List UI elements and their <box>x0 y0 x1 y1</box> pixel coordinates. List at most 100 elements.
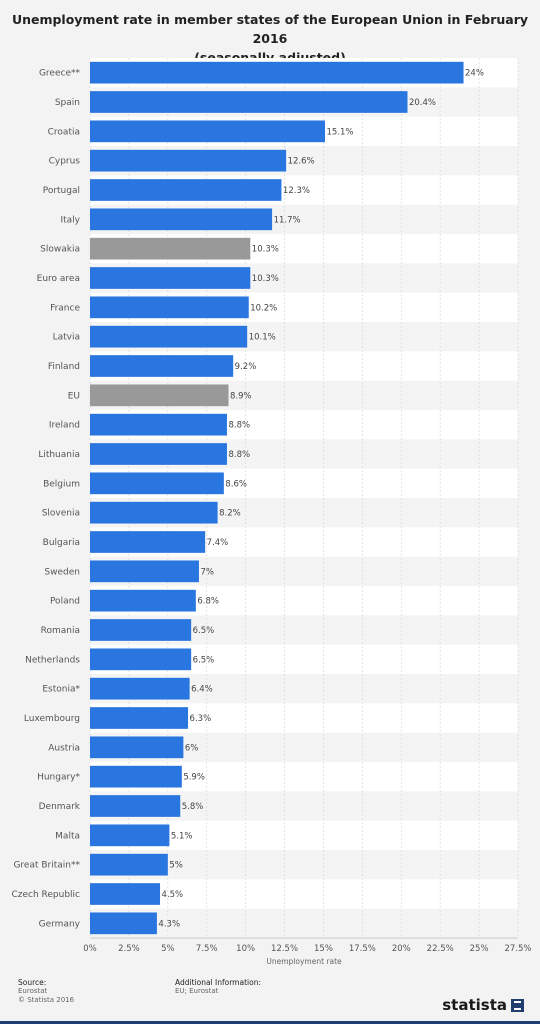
category-label: France <box>50 303 80 313</box>
bar <box>90 208 273 231</box>
value-label: 9.2% <box>235 362 257 372</box>
value-label: 6.3% <box>190 714 212 724</box>
category-label: Italy <box>60 215 80 225</box>
bar <box>90 619 192 641</box>
value-label: 6.5% <box>193 626 215 636</box>
x-tick-label: 10% <box>236 944 255 954</box>
category-label: Latvia <box>53 333 80 343</box>
category-label: Germany <box>39 919 81 929</box>
bar <box>90 355 234 377</box>
value-label: 8.2% <box>219 509 241 519</box>
x-tick-label: 20% <box>392 944 411 954</box>
bar <box>90 149 287 172</box>
category-label: Slowakia <box>40 245 80 255</box>
bar <box>90 589 196 612</box>
bar <box>90 883 161 905</box>
additional-info-heading: Additional Information: <box>175 978 261 987</box>
x-tick-label: 22.5% <box>427 944 454 954</box>
category-label: Great Britain** <box>13 861 80 871</box>
bar <box>90 472 224 495</box>
statista-mark-icon <box>511 998 524 1012</box>
bar <box>90 501 218 524</box>
category-label: Lithuania <box>38 450 80 460</box>
value-label: 7% <box>200 567 214 577</box>
value-label: 6.5% <box>193 655 215 665</box>
value-label: 5.8% <box>182 802 204 812</box>
x-tick-label: 0% <box>83 944 97 954</box>
value-label: 20.4% <box>409 98 436 108</box>
category-label: Malta <box>55 831 80 841</box>
source-heading: Source: <box>18 978 47 987</box>
category-label: EU <box>68 391 80 401</box>
bar <box>90 296 249 319</box>
bar <box>90 179 282 201</box>
x-axis-label: Unemployment rate <box>266 957 342 966</box>
row-stripe <box>90 908 518 938</box>
value-label: 10.3% <box>252 245 279 255</box>
category-label: Belgium <box>43 479 80 489</box>
copyright-line: © Statista 2016 <box>18 996 75 1004</box>
value-label: 10.1% <box>249 333 276 343</box>
source-block: Source: Eurostat © Statista 2016 <box>18 978 74 1005</box>
x-tick-label: 5% <box>161 944 175 954</box>
category-label: Cyprus <box>49 157 81 167</box>
value-label: 15.1% <box>327 127 354 137</box>
bar <box>90 648 192 671</box>
value-label: 4.5% <box>162 890 184 900</box>
value-label: 8.8% <box>228 421 250 431</box>
bar <box>90 384 229 407</box>
category-label: Luxembourg <box>24 714 80 724</box>
brand-name: statista <box>442 996 507 1014</box>
bar <box>90 795 181 817</box>
value-label: 5.1% <box>171 831 193 841</box>
bar <box>90 91 408 113</box>
category-label: Romania <box>41 626 80 636</box>
category-label: Euro area <box>37 274 80 284</box>
category-label: Estonia* <box>42 685 80 695</box>
value-label: 24% <box>465 69 484 79</box>
bar <box>90 707 189 729</box>
x-tick-label: 17.5% <box>349 944 376 954</box>
bar <box>90 765 182 788</box>
value-label: 6% <box>185 743 199 753</box>
category-label: Portugal <box>43 186 80 196</box>
x-tick-label: 12.5% <box>271 944 298 954</box>
bar-chart: Greece** 24% Spain 20.4% Croatia 15.1% Cyprus 1… <box>11 58 532 954</box>
value-label: 7.4% <box>207 538 229 548</box>
additional-info-line: EU; Eurostat <box>175 987 219 995</box>
bar <box>90 736 184 759</box>
value-label: 8.6% <box>225 479 247 489</box>
bar <box>90 677 190 700</box>
category-label: Austria <box>48 743 80 753</box>
bar <box>90 853 168 876</box>
value-label: 4.3% <box>158 919 180 929</box>
chart-title-line-1: Unemployment rate in member states of th… <box>11 12 529 46</box>
bar <box>90 267 251 289</box>
category-label: Sweden <box>44 567 80 577</box>
x-tick-label: 7.5% <box>196 944 218 954</box>
bottom-accent-bar <box>0 1021 540 1024</box>
value-label: 8.8% <box>228 450 250 460</box>
additional-info-block: Additional Information: EU; Eurostat <box>175 978 261 996</box>
value-label: 5.9% <box>183 773 205 783</box>
category-label: Denmark <box>39 802 81 812</box>
x-tick-label: 15% <box>314 944 333 954</box>
value-label: 6.4% <box>191 685 213 695</box>
x-tick-label: 25% <box>470 944 489 954</box>
bar <box>90 120 326 143</box>
bar <box>90 443 227 465</box>
value-label: 12.3% <box>283 186 310 196</box>
category-label: Spain <box>55 98 80 108</box>
bar <box>90 531 206 553</box>
source-line: Eurostat <box>18 987 48 995</box>
category-label: Croatia <box>48 127 80 137</box>
category-label: Netherlands <box>25 655 80 665</box>
category-label: Hungary* <box>37 773 80 783</box>
bar <box>90 325 248 348</box>
x-tick-label: 27.5% <box>504 944 531 954</box>
category-label: Greece** <box>39 69 81 79</box>
x-tick-label: 2.5% <box>118 944 140 954</box>
category-label: Poland <box>50 597 80 607</box>
bar <box>90 61 464 84</box>
category-label: Slovenia <box>42 509 80 519</box>
